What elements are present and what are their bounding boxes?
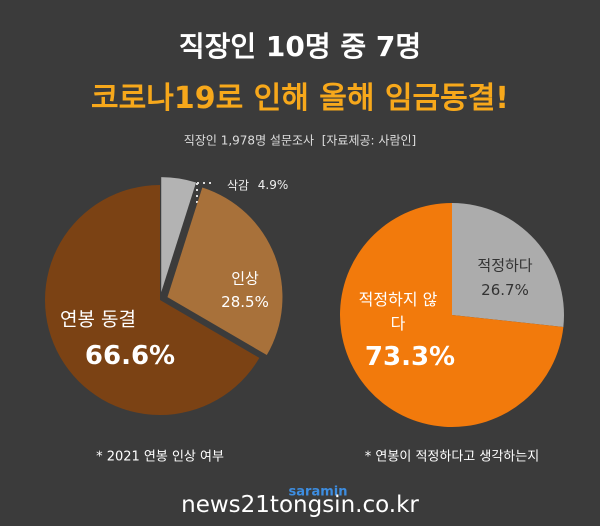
value-label: 73.3% bbox=[364, 342, 456, 372]
subtitle: 직장인 1,978명 설문조사 [자료제공: 사람인] bbox=[183, 133, 417, 148]
pie-slice bbox=[44, 184, 260, 415]
brand: saramin bbox=[288, 484, 348, 500]
title: 직장인 10명 중 7명 bbox=[178, 30, 422, 63]
pie-slice bbox=[340, 203, 564, 428]
slice-label: 삭감 bbox=[226, 178, 250, 193]
caption: * 연봉이 적정하다고 생각하는지 bbox=[364, 449, 540, 465]
value-label: 4.9% bbox=[257, 178, 289, 192]
caption: * 2021 연봉 인상 여부 bbox=[96, 449, 224, 465]
pie-slice bbox=[452, 203, 564, 327]
slice-label: 적정하지 않다 bbox=[358, 290, 438, 333]
pie-slice bbox=[161, 177, 197, 293]
pie-slice bbox=[167, 187, 283, 356]
value-label: 28.5% bbox=[221, 293, 269, 311]
slice-label: 적정하다 bbox=[477, 256, 533, 275]
slice-label: 연봉 동결 bbox=[60, 308, 136, 331]
headline: 코로나19로 인해 올해 임금동결! bbox=[91, 81, 509, 116]
value-label: 66.6% bbox=[84, 341, 176, 371]
slice-label: 인상 bbox=[231, 269, 259, 288]
site: news21tongsin.co.kr bbox=[181, 492, 419, 518]
value-label: 26.7% bbox=[481, 281, 529, 299]
